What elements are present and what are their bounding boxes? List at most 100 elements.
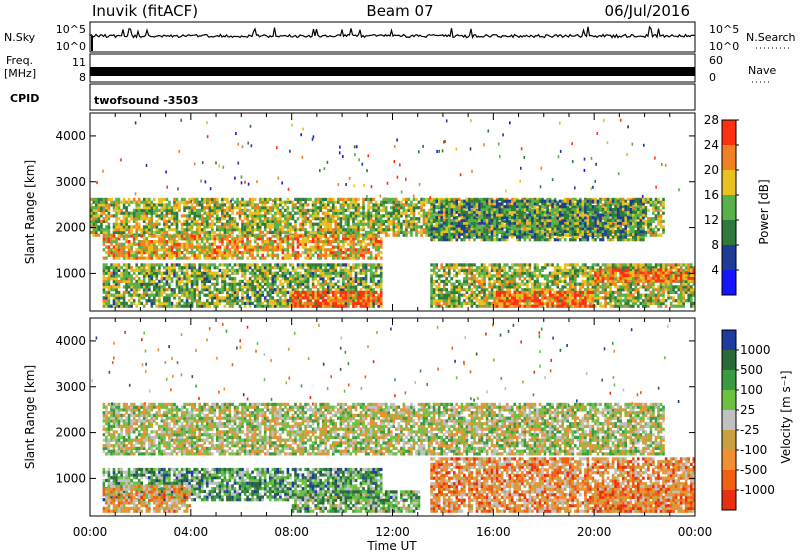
heatmap-cell xyxy=(175,304,179,308)
heatmap-cell xyxy=(397,233,401,237)
heatmap-cell xyxy=(296,200,300,204)
heatmap-cell xyxy=(211,271,214,275)
heatmap-cell xyxy=(226,208,229,212)
heatmap-cell xyxy=(137,211,141,215)
heatmap-cell xyxy=(314,245,317,249)
heatmap-cell xyxy=(173,217,176,221)
heatmap-cell xyxy=(258,299,262,303)
heatmap-cell xyxy=(92,206,96,210)
heatmap-cell xyxy=(611,228,615,232)
heatmap-cell xyxy=(228,304,232,308)
heatmap-cell xyxy=(448,268,451,272)
heatmap-cell xyxy=(188,256,191,260)
heatmap-cell xyxy=(226,234,229,238)
heatmap-cell xyxy=(430,277,433,281)
heatmap-cell xyxy=(284,240,287,244)
heatmap-cell xyxy=(352,245,355,249)
heatmap-cell xyxy=(289,211,292,215)
heatmap-cell xyxy=(243,290,247,294)
heatmap-cell xyxy=(314,211,317,215)
heatmap-cell xyxy=(475,217,479,221)
heatmap-cell xyxy=(339,293,343,297)
heatmap-cell xyxy=(158,290,161,294)
heatmap-cell xyxy=(178,245,181,249)
heatmap-cell xyxy=(420,208,423,212)
heatmap-cell xyxy=(185,228,189,232)
heatmap-cell xyxy=(395,208,398,212)
heatmap-cell xyxy=(541,206,544,210)
heatmap-cell xyxy=(266,237,270,241)
heatmap-cell xyxy=(490,203,494,207)
heatmap-cell xyxy=(200,203,204,207)
heatmap-cell xyxy=(458,268,461,272)
heatmap-cell xyxy=(347,208,350,212)
heatmap-cell xyxy=(306,279,310,283)
heatmap-cell xyxy=(417,217,421,221)
heatmap-cell xyxy=(211,293,214,297)
heatmap-cell xyxy=(316,304,320,308)
heatmap-cell xyxy=(352,296,355,300)
heatmap-cell xyxy=(354,237,358,241)
heatmap-cell xyxy=(364,274,368,278)
heatmap-cell xyxy=(339,285,343,289)
heatmap-cell xyxy=(453,274,456,278)
heatmap-cell xyxy=(115,288,118,292)
heatmap-cell xyxy=(221,211,224,215)
heatmap-cell xyxy=(160,197,164,201)
heatmap-cell xyxy=(137,296,141,300)
heatmap-cell xyxy=(170,214,174,218)
heatmap-cell xyxy=(105,206,108,210)
heatmap-cell xyxy=(236,211,239,215)
heatmap-cell xyxy=(362,217,365,221)
heatmap-cell xyxy=(251,230,254,234)
heatmap-cell xyxy=(319,271,322,275)
heatmap-cell xyxy=(379,217,383,221)
heatmap-cell xyxy=(185,304,189,308)
heatmap-cell xyxy=(251,203,254,207)
heatmap-cell xyxy=(369,217,373,221)
heatmap-cell xyxy=(150,282,154,286)
heatmap-cell xyxy=(200,248,204,252)
heatmap-cell xyxy=(193,256,196,260)
heatmap-cell xyxy=(137,299,141,303)
heatmap-cell xyxy=(170,211,174,215)
heatmap-cell xyxy=(253,234,257,238)
heatmap-cell xyxy=(175,271,179,275)
heatmap-cell xyxy=(286,228,290,232)
heatmap-cell xyxy=(327,263,330,267)
heatmap-cell xyxy=(231,288,234,292)
heatmap-cell xyxy=(271,203,275,207)
heatmap-cell xyxy=(117,268,121,272)
heatmap-cell xyxy=(253,274,257,278)
heatmap-cell xyxy=(450,288,454,292)
heatmap-cell xyxy=(105,240,108,244)
heatmap-cell xyxy=(150,200,154,204)
heatmap-cell xyxy=(195,248,199,252)
heatmap-cell xyxy=(316,242,320,246)
heatmap-cell xyxy=(180,200,184,204)
heatmap-cell xyxy=(339,274,343,278)
heatmap-cell xyxy=(390,206,393,210)
heatmap-cell xyxy=(158,214,161,218)
heatmap-cell xyxy=(208,253,212,257)
heatmap-cell xyxy=(377,206,380,210)
heatmap-cell xyxy=(200,240,204,244)
heatmap-cell xyxy=(158,240,161,244)
heatmap-cell xyxy=(223,288,227,292)
heatmap-cell xyxy=(132,251,136,255)
heatmap-cell xyxy=(286,234,290,238)
heatmap-cell xyxy=(168,285,171,289)
heatmap-cell xyxy=(256,203,259,207)
heatmap-cell xyxy=(150,203,154,207)
heatmap-cell xyxy=(258,301,262,305)
heatmap-cell xyxy=(437,293,441,297)
heatmap-cell xyxy=(100,211,103,215)
heatmap-cell xyxy=(206,237,209,241)
heatmap-cell xyxy=(218,203,222,207)
heatmap-cell xyxy=(203,288,206,292)
heatmap-cell xyxy=(223,211,227,215)
heatmap-cell xyxy=(553,230,557,234)
heatmap-cell xyxy=(253,279,257,283)
heatmap-cell xyxy=(342,296,345,300)
heatmap-cell xyxy=(105,197,108,201)
